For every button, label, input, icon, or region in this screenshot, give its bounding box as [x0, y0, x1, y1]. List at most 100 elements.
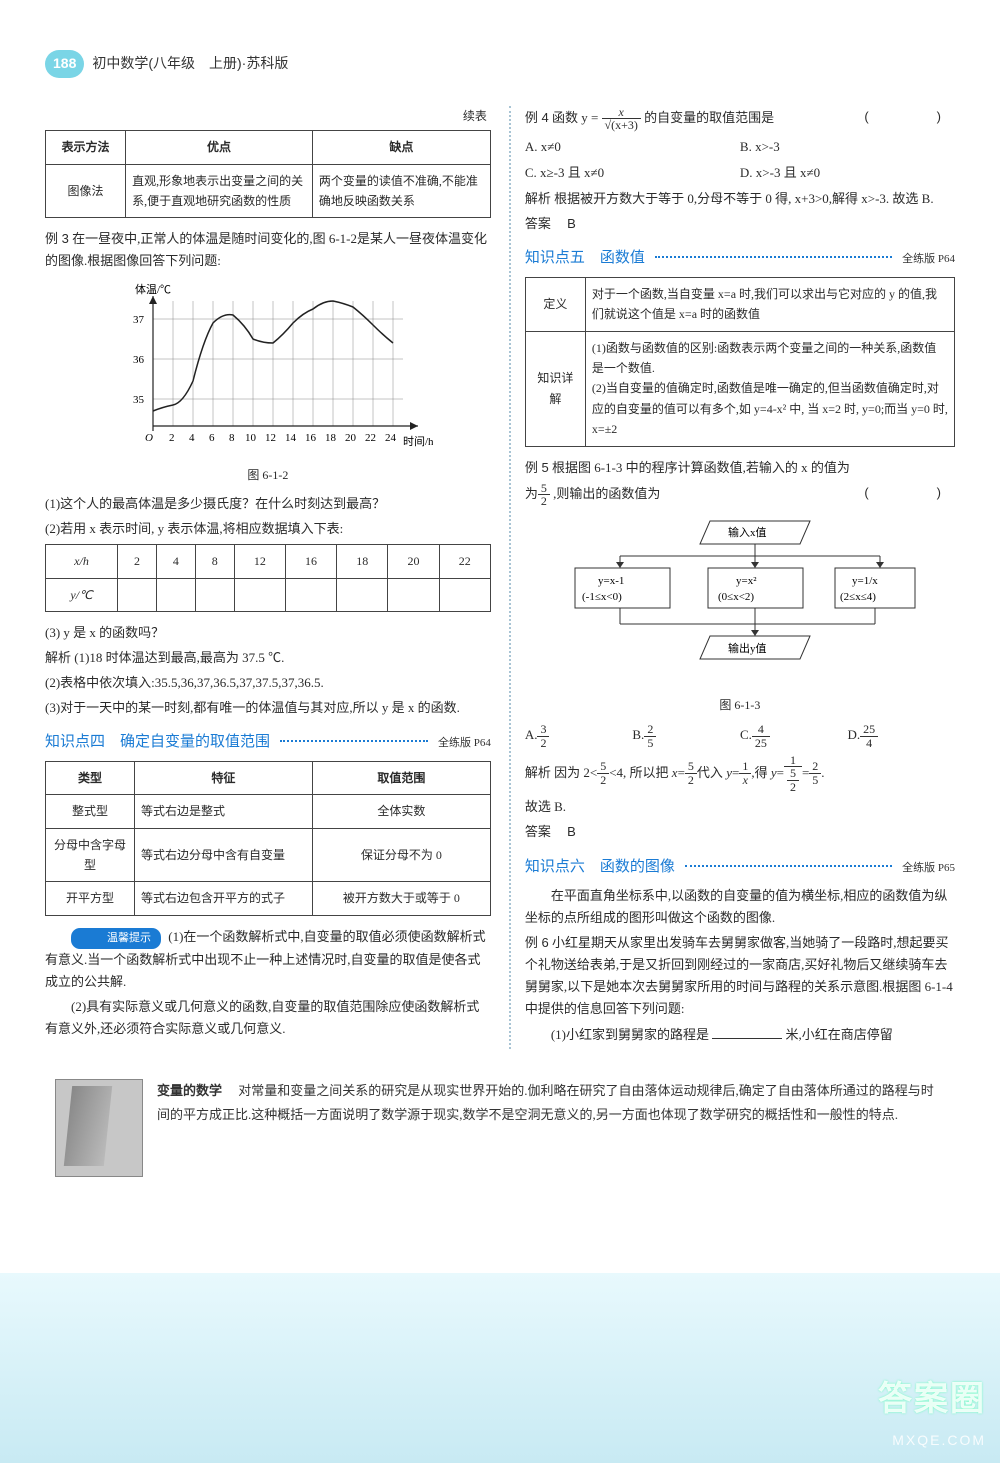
watermark: 答案圈 MXQE.COM: [878, 1371, 986, 1453]
ex6-q1a: (1)小红家到舅舅家的路程是: [551, 1027, 709, 1042]
history-box: 变量的数学 对常量和变量之间关系的研究是从现实世界开始的.伽利略在研究了自由落体…: [45, 1071, 955, 1185]
fraction: 52: [538, 482, 550, 508]
temp-chart-svg: 体温/℃: [103, 281, 433, 456]
th: 取值范围: [312, 761, 490, 794]
opt-c: C. x≥-3 且 x≠0: [525, 162, 740, 184]
svg-text:2: 2: [169, 432, 175, 444]
table-method: 表示方法 优点 缺点 图像法 直观,形象地表示出变量之间的关系,便于直观地研究函…: [45, 130, 491, 218]
kp6-text: 在平面直角坐标系中,以函数的自变量的值为横坐标,相应的函数值为纵坐标的点所组成的…: [525, 885, 955, 929]
svg-text:O: O: [145, 432, 153, 444]
td: 等式右边分母中含有自变量: [134, 828, 312, 882]
opt-d: D. x>-3 且 x≠0: [740, 162, 955, 184]
td: 图像法: [46, 164, 126, 218]
th: 类型: [46, 761, 135, 794]
sol5: 解析 因为 2<52<4, 所以把 x=52代入 y=1x,得 y=152=25…: [525, 754, 955, 794]
kp4-title-row: 知识点四 确定自变量的取值范围 全练版 P64: [45, 729, 491, 755]
svg-text:y=x-1: y=x-1: [598, 575, 624, 587]
chart-6-1-2: 体温/℃: [45, 281, 491, 485]
svg-text:y=x²: y=x²: [736, 575, 757, 587]
paren: ( ): [864, 106, 955, 128]
ex6-text: 小红星期天从家里出发骑车去舅舅家做客,当她骑了一段路时,想起要买个礼物送给表弟,…: [525, 935, 953, 1016]
example-6: 例 6 小红星期天从家里出发骑车去舅舅家做客,当她骑了一段路时,想起要买个礼物送…: [525, 932, 955, 1020]
td: y/℃: [46, 578, 118, 611]
td: 等式右边包含开平方的式子: [134, 882, 312, 915]
th: 表示方法: [46, 131, 126, 164]
options-5: A.32 B.25 C.425 D.254: [525, 723, 955, 749]
kp4-title: 知识点四 确定自变量的取值范围: [45, 729, 270, 755]
table-range: 类型 特征 取值范围 整式型 等式右边是整式 全体实数 分母中含字母型 等式右边…: [45, 761, 491, 916]
td: 22: [439, 545, 490, 578]
td: [388, 578, 439, 611]
td: [156, 578, 195, 611]
watermark-small: MXQE.COM: [878, 1429, 986, 1453]
answer-5: 答案 B: [525, 821, 955, 843]
opt-b: B.25: [632, 723, 740, 749]
dots: [655, 256, 892, 258]
td: 16: [285, 545, 336, 578]
table1-caption: 续表: [45, 106, 491, 126]
hist-lead: 变量的数学: [157, 1083, 222, 1098]
fraction: x √(x+3): [602, 106, 641, 132]
ex5-row2: 为52 ,则输出的函数值为 ( ): [525, 482, 955, 508]
th: 特征: [134, 761, 312, 794]
td: 整式型: [46, 795, 135, 828]
page-title: 初中数学(八年级 上册)·苏科版: [92, 52, 288, 76]
td: 知识详解: [525, 331, 585, 446]
svg-text:(-1≤x<0): (-1≤x<0): [582, 591, 622, 603]
q3: (3) y 是 x 的函数吗？: [45, 622, 491, 644]
svg-text:22: 22: [365, 432, 376, 444]
frac-d: √(x+3): [602, 119, 641, 132]
td: [117, 578, 156, 611]
td: 等式右边是整式: [134, 795, 312, 828]
svg-text:20: 20: [345, 432, 357, 444]
q2: (2)若用 x 表示时间, y 表示体温,将相应数据填入下表:: [45, 518, 491, 540]
td: 4: [156, 545, 195, 578]
frac-n: x: [602, 106, 641, 120]
td: [285, 578, 336, 611]
answer-4: 答案 B: [525, 213, 955, 235]
svg-text:36: 36: [133, 354, 145, 366]
td: 两个变量的读值不准确,不能准确地反映函数关系: [312, 164, 490, 218]
td: [195, 578, 234, 611]
th: 优点: [126, 131, 313, 164]
q1: (1)这个人的最高体温是多少摄氏度？在什么时刻达到最高？: [45, 493, 491, 515]
td: [234, 578, 285, 611]
ans-label: 答案: [525, 824, 551, 839]
history-text: 变量的数学 对常量和变量之间关系的研究是从现实世界开始的.伽利略在研究了自由落体…: [157, 1079, 945, 1177]
flow-cap: 图 6-1-3: [525, 695, 955, 715]
solution-label: 解析: [45, 650, 71, 665]
svg-text:(2≤x≤4): (2≤x≤4): [840, 591, 876, 603]
tower-icon: [55, 1079, 143, 1177]
example-3: 例 3 在一昼夜中,正常人的体温是随时间变化的,图 6-1-2是某人一昼夜体温变…: [45, 228, 491, 272]
svg-text:37: 37: [133, 314, 145, 326]
th: 缺点: [312, 131, 490, 164]
td: x/h: [46, 545, 118, 578]
svg-text:14: 14: [285, 432, 297, 444]
ans5: B: [567, 824, 576, 839]
fill-table: x/h 2 4 8 12 16 18 20 22 y/℃: [45, 544, 491, 612]
sol5b: 故选 B.: [525, 796, 955, 818]
flow-in: 输入x值: [728, 525, 767, 539]
td: (1)函数与函数值的区别:函数表示两个变量之间的一种关系,函数值是一个数值. (…: [585, 331, 954, 446]
svg-text:时间/h: 时间/h: [403, 435, 433, 448]
solution-label: 解析: [525, 191, 551, 206]
sol2: (2)表格中依次填入:35.5,36,37,36.5,37,37.5,37,36…: [45, 672, 491, 694]
td: 分母中含字母型: [46, 828, 135, 882]
svg-text:16: 16: [305, 432, 317, 444]
opt-c: C.425: [740, 723, 848, 749]
td: 被开方数大于或等于 0: [312, 882, 490, 915]
svg-text:24: 24: [385, 432, 397, 444]
sol1: (1)18 时体温达到最高,最高为 37.5 ℃.: [74, 650, 284, 665]
ex6-q1: (1)小红家到舅舅家的路程是 米,小红在商店停留: [525, 1024, 955, 1046]
flow-svg: 输入x值 y=x-1 (-1≤x<0) y=x² (0≤x<2) y=1/x: [560, 516, 920, 686]
example-5: 例 5 根据图 6-1-3 中的程序计算函数值,若输入的 x 的值为: [525, 457, 955, 479]
td: 12: [234, 545, 285, 578]
opt-b: B. x>-3: [740, 136, 955, 158]
table-defn: 定义 对于一个函数,当自变量 x=a 时,我们可以求出与它对应的 y 的值,我们…: [525, 277, 955, 447]
ex5-t1: 根据图 6-1-3 中的程序计算函数值,若输入的 x 的值为: [552, 460, 850, 475]
kp6-title: 知识点六 函数的图像: [525, 854, 675, 880]
kp5-ref: 全练版 P64: [902, 250, 955, 269]
td: 开平方型: [46, 882, 135, 915]
opt-d: D.254: [847, 723, 955, 749]
right-column: 例 4 函数 y = x √(x+3) 的自变量的取值范围是 ( ) A. x≠…: [509, 106, 955, 1049]
